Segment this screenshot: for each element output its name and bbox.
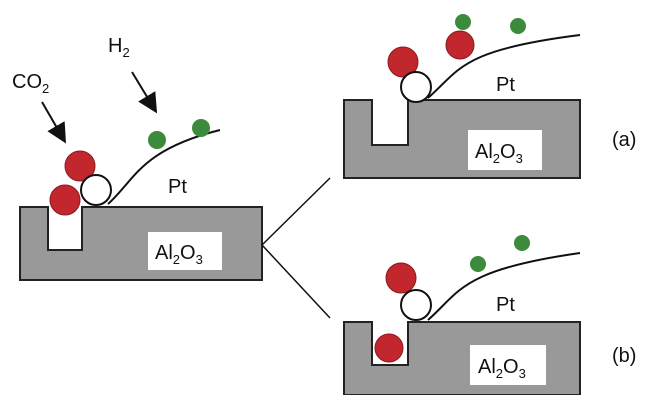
h2-molecule	[192, 119, 210, 137]
diagram: Al2O3 Pt CO2 H2 Al2O3 Pt (a) Al2O3	[0, 0, 645, 395]
h2-molecule	[470, 256, 486, 272]
pt-site	[401, 72, 431, 102]
panel-tag: (b)	[612, 345, 636, 367]
arrow	[132, 72, 155, 110]
metal-label: Pt	[168, 176, 187, 198]
branch-line	[262, 178, 330, 245]
panel-tag: (a)	[612, 129, 636, 151]
co2-molecule	[446, 31, 474, 59]
h2-molecule	[510, 18, 526, 34]
co2-label: CO2	[12, 71, 49, 96]
h2-molecule	[514, 235, 530, 251]
pt-site	[401, 290, 431, 320]
branch-line	[262, 245, 330, 318]
panel-initial: Al2O3 Pt CO2 H2	[12, 35, 262, 280]
support-block	[344, 100, 580, 178]
h2-molecule	[455, 14, 471, 30]
arrow	[42, 102, 64, 140]
co2-molecule	[50, 185, 80, 215]
metal-label: Pt	[496, 294, 515, 316]
h2-molecule	[148, 131, 166, 149]
co2-molecule	[375, 334, 403, 362]
panel-b: Al2O3 Pt (b)	[344, 235, 636, 395]
support-block	[20, 207, 262, 280]
h2-label: H2	[108, 35, 130, 60]
panel-a: Al2O3 Pt (a)	[344, 14, 636, 178]
metal-label: Pt	[496, 74, 515, 96]
pt-site	[81, 175, 111, 205]
co2-molecule	[386, 263, 416, 293]
